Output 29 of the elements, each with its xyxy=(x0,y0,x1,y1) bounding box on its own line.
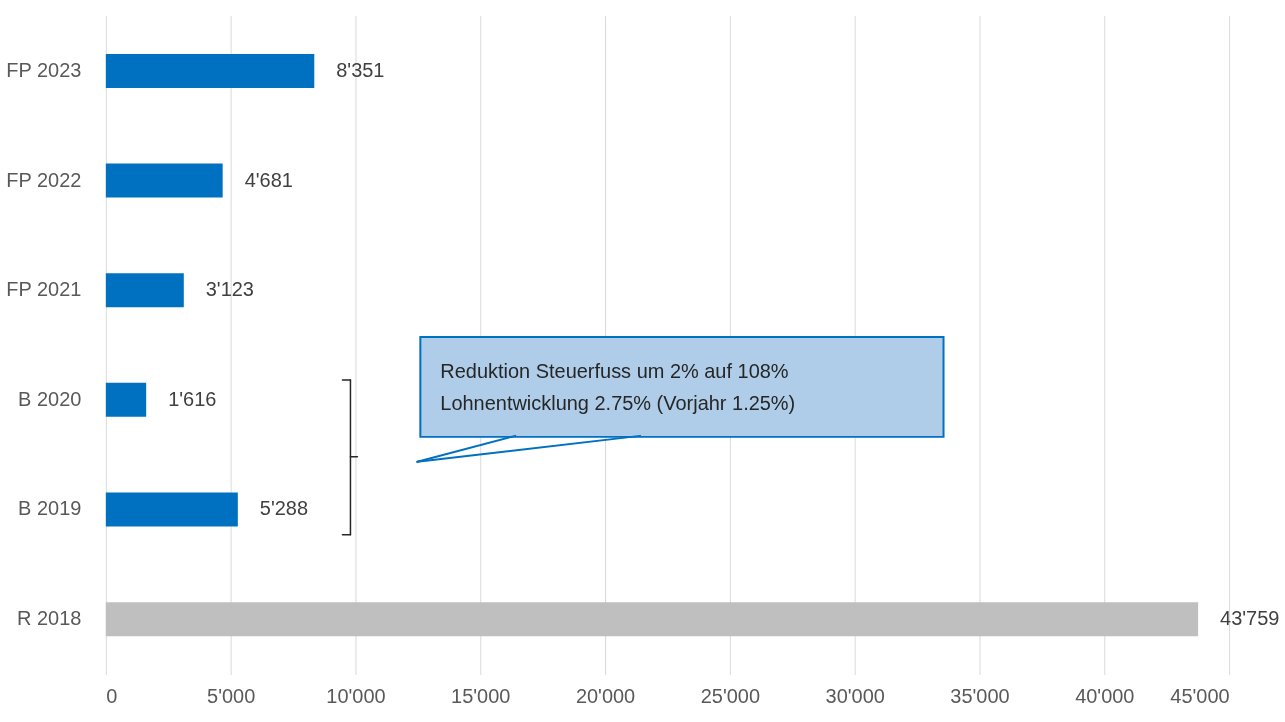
data-label: 4'681 xyxy=(244,168,293,191)
data-label: 5'288 xyxy=(259,497,308,520)
y-tick-label: FP 2022 xyxy=(6,168,82,191)
annotation: Reduktion Steuerfuss um 2% auf 108% Lohnentwicklung 2.75% (Vorjahr 1.25%) xyxy=(440,359,796,414)
y-tick-label: R 2018 xyxy=(17,607,82,630)
x-tick-label: 10'000 xyxy=(326,684,386,707)
bar xyxy=(105,53,315,88)
data-label: 1'616 xyxy=(168,387,217,410)
x-tick-label: 15'000 xyxy=(451,684,511,707)
y-tick-label: B 2019 xyxy=(18,497,82,520)
bar xyxy=(105,163,223,198)
x-tick-label: 0 xyxy=(106,684,118,707)
x-tick-label: 45'000 xyxy=(1170,684,1230,707)
x-tick-label: 25'000 xyxy=(700,684,761,707)
bar xyxy=(105,492,238,527)
data-label: 8'351 xyxy=(336,58,385,81)
x-tick-label: 30'000 xyxy=(825,684,885,707)
x-tick-label: 5'000 xyxy=(207,684,256,707)
data-label: 43'759 xyxy=(1220,607,1280,630)
y-tick-label: FP 2023 xyxy=(6,58,82,81)
y-tick-label: B 2020 xyxy=(18,387,82,410)
bar xyxy=(105,273,184,308)
data-label: 3'123 xyxy=(205,278,254,301)
y-tick-label: FP 2021 xyxy=(6,278,82,301)
x-tick-label: 20'000 xyxy=(575,684,636,707)
x-tick-label: 35'000 xyxy=(950,684,1010,707)
x-tick-label: 40'000 xyxy=(1075,684,1135,707)
bar xyxy=(105,382,147,417)
bar xyxy=(105,602,1199,637)
